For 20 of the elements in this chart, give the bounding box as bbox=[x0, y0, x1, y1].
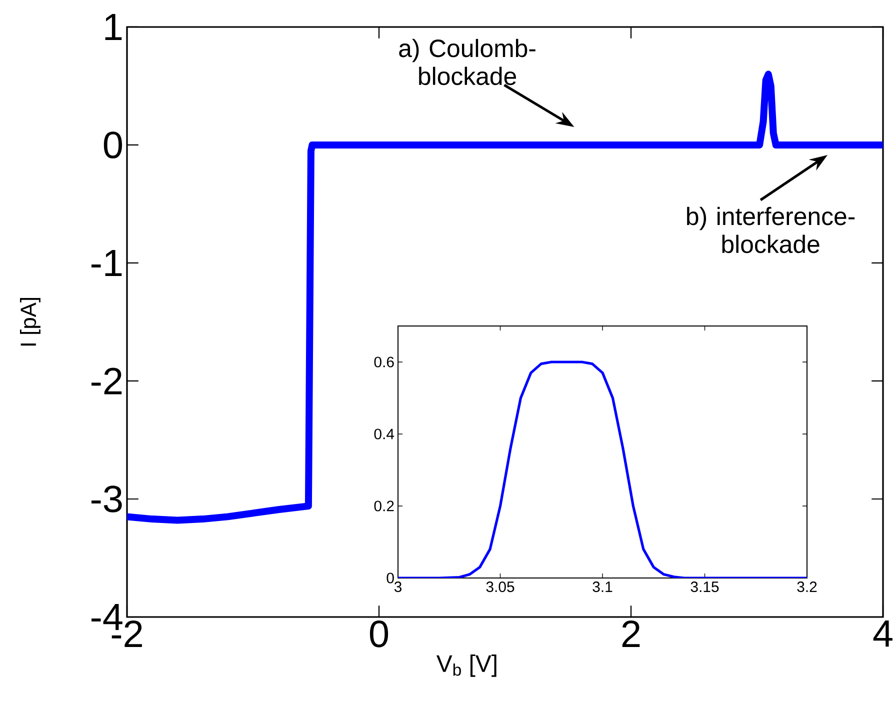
y-tick-label: 0 bbox=[386, 572, 394, 584]
x-tick-label: 2 bbox=[622, 620, 640, 647]
x-tick-label: 3.1 bbox=[592, 582, 612, 592]
x-tick-label: 3 bbox=[394, 582, 402, 592]
x-tick-label: 4 bbox=[873, 620, 892, 647]
annotation: a) Coulomb-blockade bbox=[399, 38, 536, 86]
x-tick-label: 3.15 bbox=[690, 582, 719, 592]
x-axis-title: V$_{b}$ [V] bbox=[436, 654, 496, 677]
y-tick-label: -3 bbox=[92, 486, 122, 512]
y-tick-label: 0.4 bbox=[374, 428, 394, 440]
y-tick-label: -2 bbox=[92, 368, 122, 394]
y-tick-label: 0.6 bbox=[374, 356, 394, 368]
x-tick-label: 3.05 bbox=[486, 582, 514, 592]
x-tick-label: 3.2 bbox=[797, 582, 817, 592]
y-tick-label: 0.2 bbox=[374, 500, 394, 512]
y-axis-title: I [pA] bbox=[20, 298, 40, 346]
y-tick-label: 0 bbox=[104, 132, 122, 158]
y-tick-label: 1 bbox=[105, 14, 122, 40]
y-tick-label: -1 bbox=[92, 250, 122, 276]
annotation: b) interference-blockade bbox=[687, 206, 855, 254]
